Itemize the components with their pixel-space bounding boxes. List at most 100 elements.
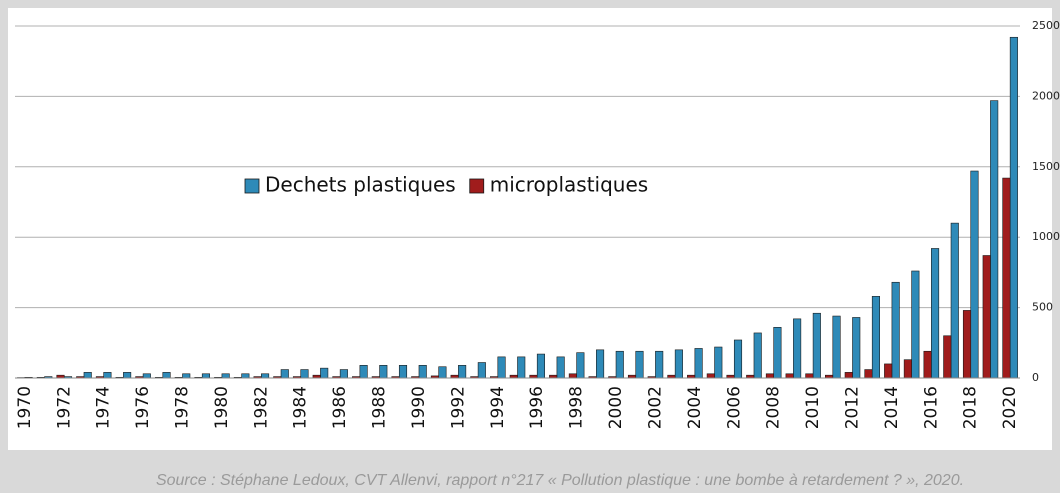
- plot-background: [8, 8, 1052, 450]
- x-tick-label: 1982: [251, 386, 271, 429]
- y-tick-label: 0: [1032, 371, 1039, 384]
- bar: [1009, 36, 1018, 379]
- bar: [982, 255, 991, 379]
- x-tick-label: 2006: [724, 386, 744, 429]
- x-tick-label: 1978: [173, 386, 193, 429]
- bar: [805, 373, 814, 379]
- x-tick-label: 2020: [1000, 386, 1020, 429]
- bar: [320, 367, 329, 379]
- bar: [103, 372, 112, 379]
- bar: [635, 350, 644, 379]
- x-tick-label: 1970: [15, 386, 35, 429]
- caption: Source : Stéphane Ledoux, CVT Allenvi, r…: [156, 472, 964, 489]
- x-tick-label: 1990: [409, 386, 429, 429]
- y-tick-label: 2500: [1032, 19, 1060, 32]
- x-tick-label: 1986: [330, 386, 350, 429]
- bar: [674, 349, 683, 379]
- bar: [871, 296, 880, 379]
- bar: [477, 362, 486, 379]
- x-tick-label: 1980: [212, 386, 232, 429]
- legend-swatch: [469, 178, 485, 194]
- x-tick-label: 1974: [94, 386, 114, 429]
- bar: [753, 332, 762, 379]
- bar: [300, 369, 309, 379]
- bar: [903, 359, 912, 379]
- bar: [943, 335, 952, 379]
- bar: [812, 312, 821, 379]
- bar: [162, 372, 171, 379]
- bar: [517, 356, 526, 379]
- bar: [615, 350, 624, 379]
- bar: [221, 373, 230, 379]
- x-tick-label: 2016: [921, 386, 941, 429]
- x-tick-label: 2000: [606, 386, 626, 429]
- bar: [1002, 177, 1011, 379]
- x-tick-label: 1976: [133, 386, 153, 429]
- bar: [201, 373, 210, 379]
- bar: [536, 353, 545, 379]
- x-tick-label: 1998: [567, 386, 587, 429]
- bar: [458, 365, 467, 379]
- bar: [694, 348, 703, 379]
- bar: [241, 373, 250, 379]
- bar: [773, 327, 782, 379]
- bar: [706, 373, 715, 379]
- legend-swatch: [244, 178, 260, 194]
- bar: [418, 365, 427, 379]
- legend-label: Dechets plastiques: [265, 173, 456, 197]
- bar: [438, 366, 447, 379]
- bar: [970, 170, 979, 379]
- bar: [280, 369, 289, 379]
- bar: [765, 373, 774, 379]
- x-tick-label: 2008: [764, 386, 784, 429]
- bar: [182, 373, 191, 379]
- bar: [923, 350, 932, 379]
- y-tick-label: 500: [1032, 301, 1053, 314]
- bar: [891, 281, 900, 379]
- bar: [83, 372, 92, 379]
- y-tick-label: 1000: [1032, 230, 1060, 243]
- bar: [714, 346, 723, 379]
- x-tick-label: 2002: [645, 386, 665, 429]
- x-tick-label: 1992: [448, 386, 468, 429]
- bar: [844, 372, 853, 379]
- x-tick-label: 1994: [488, 386, 508, 429]
- x-tick-label: 1996: [527, 386, 547, 429]
- bar: [931, 248, 940, 379]
- bar: [864, 369, 873, 379]
- bar: [398, 365, 408, 379]
- bar: [911, 270, 920, 379]
- bar: [556, 356, 565, 379]
- bar: [733, 339, 743, 379]
- bar: [950, 222, 959, 379]
- bar: [962, 310, 972, 379]
- bar: [261, 373, 270, 379]
- x-tick-label: 2018: [961, 386, 981, 429]
- bar: [497, 356, 506, 379]
- x-tick-label: 1984: [291, 386, 311, 429]
- bar: [576, 352, 585, 379]
- bar: [568, 373, 577, 379]
- bar: [339, 369, 348, 379]
- bar: [596, 349, 605, 379]
- legend-label: microplastiques: [490, 173, 648, 197]
- x-tick-label: 2012: [843, 386, 863, 429]
- x-tick-label: 2014: [882, 386, 902, 429]
- x-tick-label: 2004: [685, 386, 705, 429]
- bar: [990, 100, 999, 379]
- bar: [142, 373, 151, 379]
- x-tick-label: 1988: [370, 386, 390, 429]
- bar: [379, 365, 388, 379]
- bar: [123, 372, 132, 379]
- x-tick-label: 1972: [54, 386, 74, 429]
- bar: [655, 350, 664, 379]
- bar: [359, 365, 368, 379]
- bar: [852, 317, 861, 379]
- bar: [793, 318, 802, 379]
- y-tick-label: 2000: [1032, 89, 1060, 102]
- bar: [832, 315, 841, 379]
- y-tick-label: 1500: [1032, 160, 1060, 173]
- bar: [884, 363, 893, 379]
- x-tick-label: 2010: [803, 386, 823, 429]
